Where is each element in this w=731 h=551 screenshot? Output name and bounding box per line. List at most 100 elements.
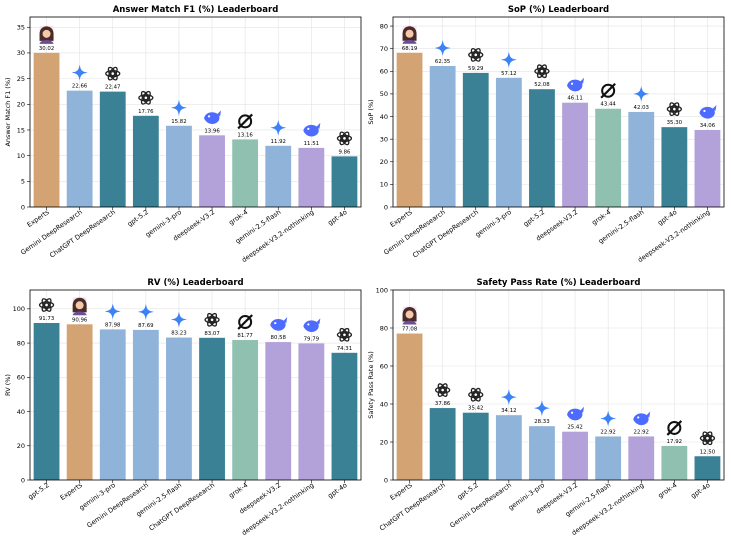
gemini-icon — [104, 303, 121, 320]
category-label: gpt-4o — [656, 208, 678, 227]
gemini-icon — [170, 311, 187, 328]
gemini-icon — [71, 64, 88, 81]
chart-panel-1: 30.02 Experts 22.66 Gemini DeepResearch 22.4… — [4, 5, 362, 264]
value-label: 43.44 — [600, 102, 616, 108]
y-tick-label: 5 — [21, 178, 25, 186]
bar — [99, 91, 126, 207]
gemini-icon — [633, 85, 650, 102]
bar — [265, 342, 292, 480]
openai-icon — [38, 296, 55, 314]
gemini-icon — [137, 303, 154, 320]
bar — [429, 65, 456, 207]
bar — [199, 337, 225, 480]
deepseek-icon — [204, 110, 222, 124]
value-label: 83.07 — [204, 331, 219, 337]
value-label: 83.23 — [171, 331, 186, 337]
value-label: 15.82 — [171, 119, 186, 125]
y-tick-label: 20 — [380, 158, 388, 166]
value-label: 42.03 — [634, 105, 649, 111]
openai-icon — [336, 326, 353, 344]
gemini-icon — [500, 51, 517, 68]
bar — [33, 52, 60, 207]
value-label: 30.02 — [39, 46, 54, 52]
category-label: grok-4 — [227, 481, 249, 500]
bar — [232, 340, 259, 480]
category-label: Experts — [389, 208, 415, 229]
gemini-icon — [533, 400, 550, 417]
bar — [199, 135, 225, 207]
y-tick-label: 80 — [380, 324, 388, 332]
bar — [529, 426, 555, 480]
y-axis-label: SoP (%) — [367, 99, 375, 124]
category-label: ChatGPT DeepResearch — [411, 208, 480, 259]
bar — [99, 329, 126, 480]
category-label: Experts — [389, 481, 415, 502]
bar — [132, 115, 159, 207]
value-label: 9.86 — [338, 149, 351, 155]
bar — [595, 108, 622, 207]
chart-panel-3: 91.73gpt-5.290.96Experts87.98gemini-3-pr… — [4, 278, 362, 537]
bar — [595, 436, 622, 480]
openai-icon — [138, 89, 154, 107]
value-label: 87.69 — [138, 323, 154, 329]
y-axis-label: Safety Pass Rate (%) — [367, 351, 375, 419]
y-tick-label: 0 — [21, 476, 25, 484]
y-tick-label: 10 — [17, 152, 25, 160]
axes-frame — [392, 289, 725, 481]
category-label: ChatGPT DeepResearch — [148, 481, 217, 532]
value-label: 11.51 — [304, 141, 319, 147]
y-tick-label: 20 — [380, 438, 388, 446]
y-tick-label: 10 — [380, 181, 388, 189]
value-label: 81.77 — [237, 333, 252, 339]
value-label: 22.92 — [600, 429, 615, 435]
y-tick-label: 0 — [384, 203, 388, 211]
y-axis-label: RV (%) — [4, 374, 12, 396]
value-label: 22.66 — [72, 84, 88, 90]
value-label: 62.35 — [435, 59, 450, 65]
category-label: Gemini DeepResearch — [448, 481, 513, 530]
category-label: gpt-5.2 — [522, 208, 546, 228]
axes-frame — [29, 289, 362, 481]
bar — [694, 129, 721, 207]
category-label: gpt-4o — [689, 481, 711, 500]
bar — [331, 156, 358, 207]
value-label: 79.79 — [304, 336, 320, 342]
deepseek-icon — [567, 406, 585, 421]
bar — [429, 408, 456, 480]
bar — [661, 445, 688, 480]
chart-title: Safety Pass Rate (%) Leaderboard — [477, 278, 641, 288]
bar — [661, 127, 688, 207]
bar — [66, 90, 93, 207]
bar — [298, 343, 325, 480]
bar — [628, 436, 655, 480]
value-label: 11.92 — [271, 139, 286, 145]
value-label: 77.08 — [402, 327, 418, 333]
category-label: Experts — [26, 208, 52, 229]
deepseek-icon — [303, 122, 321, 137]
bar — [265, 145, 292, 207]
value-label: 34.06 — [700, 123, 716, 129]
gemini-icon — [434, 39, 451, 56]
value-label: 34.12 — [501, 408, 516, 414]
value-label: 52.08 — [534, 82, 550, 88]
value-label: 22.92 — [634, 429, 649, 435]
value-label: 13.16 — [237, 132, 253, 138]
bar — [462, 72, 489, 208]
axes-frame — [392, 16, 725, 208]
bar — [562, 102, 588, 207]
value-label: 57.12 — [501, 71, 516, 77]
category-label: gpt-5.2 — [27, 481, 51, 501]
bar — [396, 333, 423, 480]
value-label: 80.58 — [271, 335, 287, 341]
bar — [166, 337, 192, 480]
value-label: 37.86 — [435, 401, 451, 407]
category-label: gpt-5.2 — [126, 208, 150, 228]
value-label: 17.76 — [138, 109, 154, 115]
y-tick-label: 80 — [380, 22, 388, 30]
axes-frame — [29, 16, 362, 208]
expert-icon — [72, 297, 87, 316]
expert-icon — [402, 25, 417, 44]
chart-panel-2: 68.19 Experts 62.35 Gemini DeepResearch 59.2… — [367, 5, 725, 264]
value-label: 68.19 — [402, 46, 418, 52]
